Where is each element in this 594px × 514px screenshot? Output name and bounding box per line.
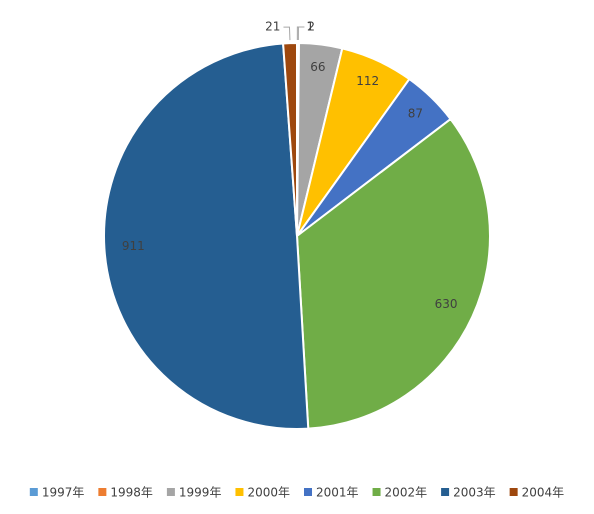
data-label: 66 <box>310 60 325 74</box>
data-label: 21 <box>265 20 280 34</box>
legend: 1997年 1998年 1999年 2000年 2001年 2002年 2003年 2004年 <box>29 486 565 500</box>
pie-slice <box>282 41 298 237</box>
legend-swatch <box>509 488 518 496</box>
legend-label: 2002年 <box>385 486 428 500</box>
data-label: 112 <box>356 74 379 88</box>
data-label: 911 <box>122 239 145 253</box>
legend-swatch <box>304 488 312 496</box>
legend-swatch <box>235 488 244 496</box>
legend-swatch <box>98 488 107 496</box>
legend-label: 2004年 <box>522 486 565 500</box>
legend-swatch <box>29 488 38 496</box>
data-label: 630 <box>435 297 458 311</box>
legend-label: 2000年 <box>247 486 290 500</box>
data-label: 1 <box>306 20 314 34</box>
pie-slice <box>295 117 491 430</box>
leader-line <box>283 26 291 41</box>
data-label: 2 <box>307 20 315 34</box>
legend-label: 1998年 <box>110 486 153 500</box>
pie-slice <box>103 42 310 430</box>
legend-label: 2003年 <box>453 486 496 500</box>
leader-line <box>297 26 305 41</box>
legend-label: 1997年 <box>42 486 85 500</box>
legend-swatch <box>166 488 175 496</box>
data-label: 87 <box>408 107 423 121</box>
legend-swatch <box>372 488 381 496</box>
legend-label: 2001年 <box>316 486 359 500</box>
legend-swatch <box>441 488 450 496</box>
legend-label: 1999年 <box>179 486 222 500</box>
